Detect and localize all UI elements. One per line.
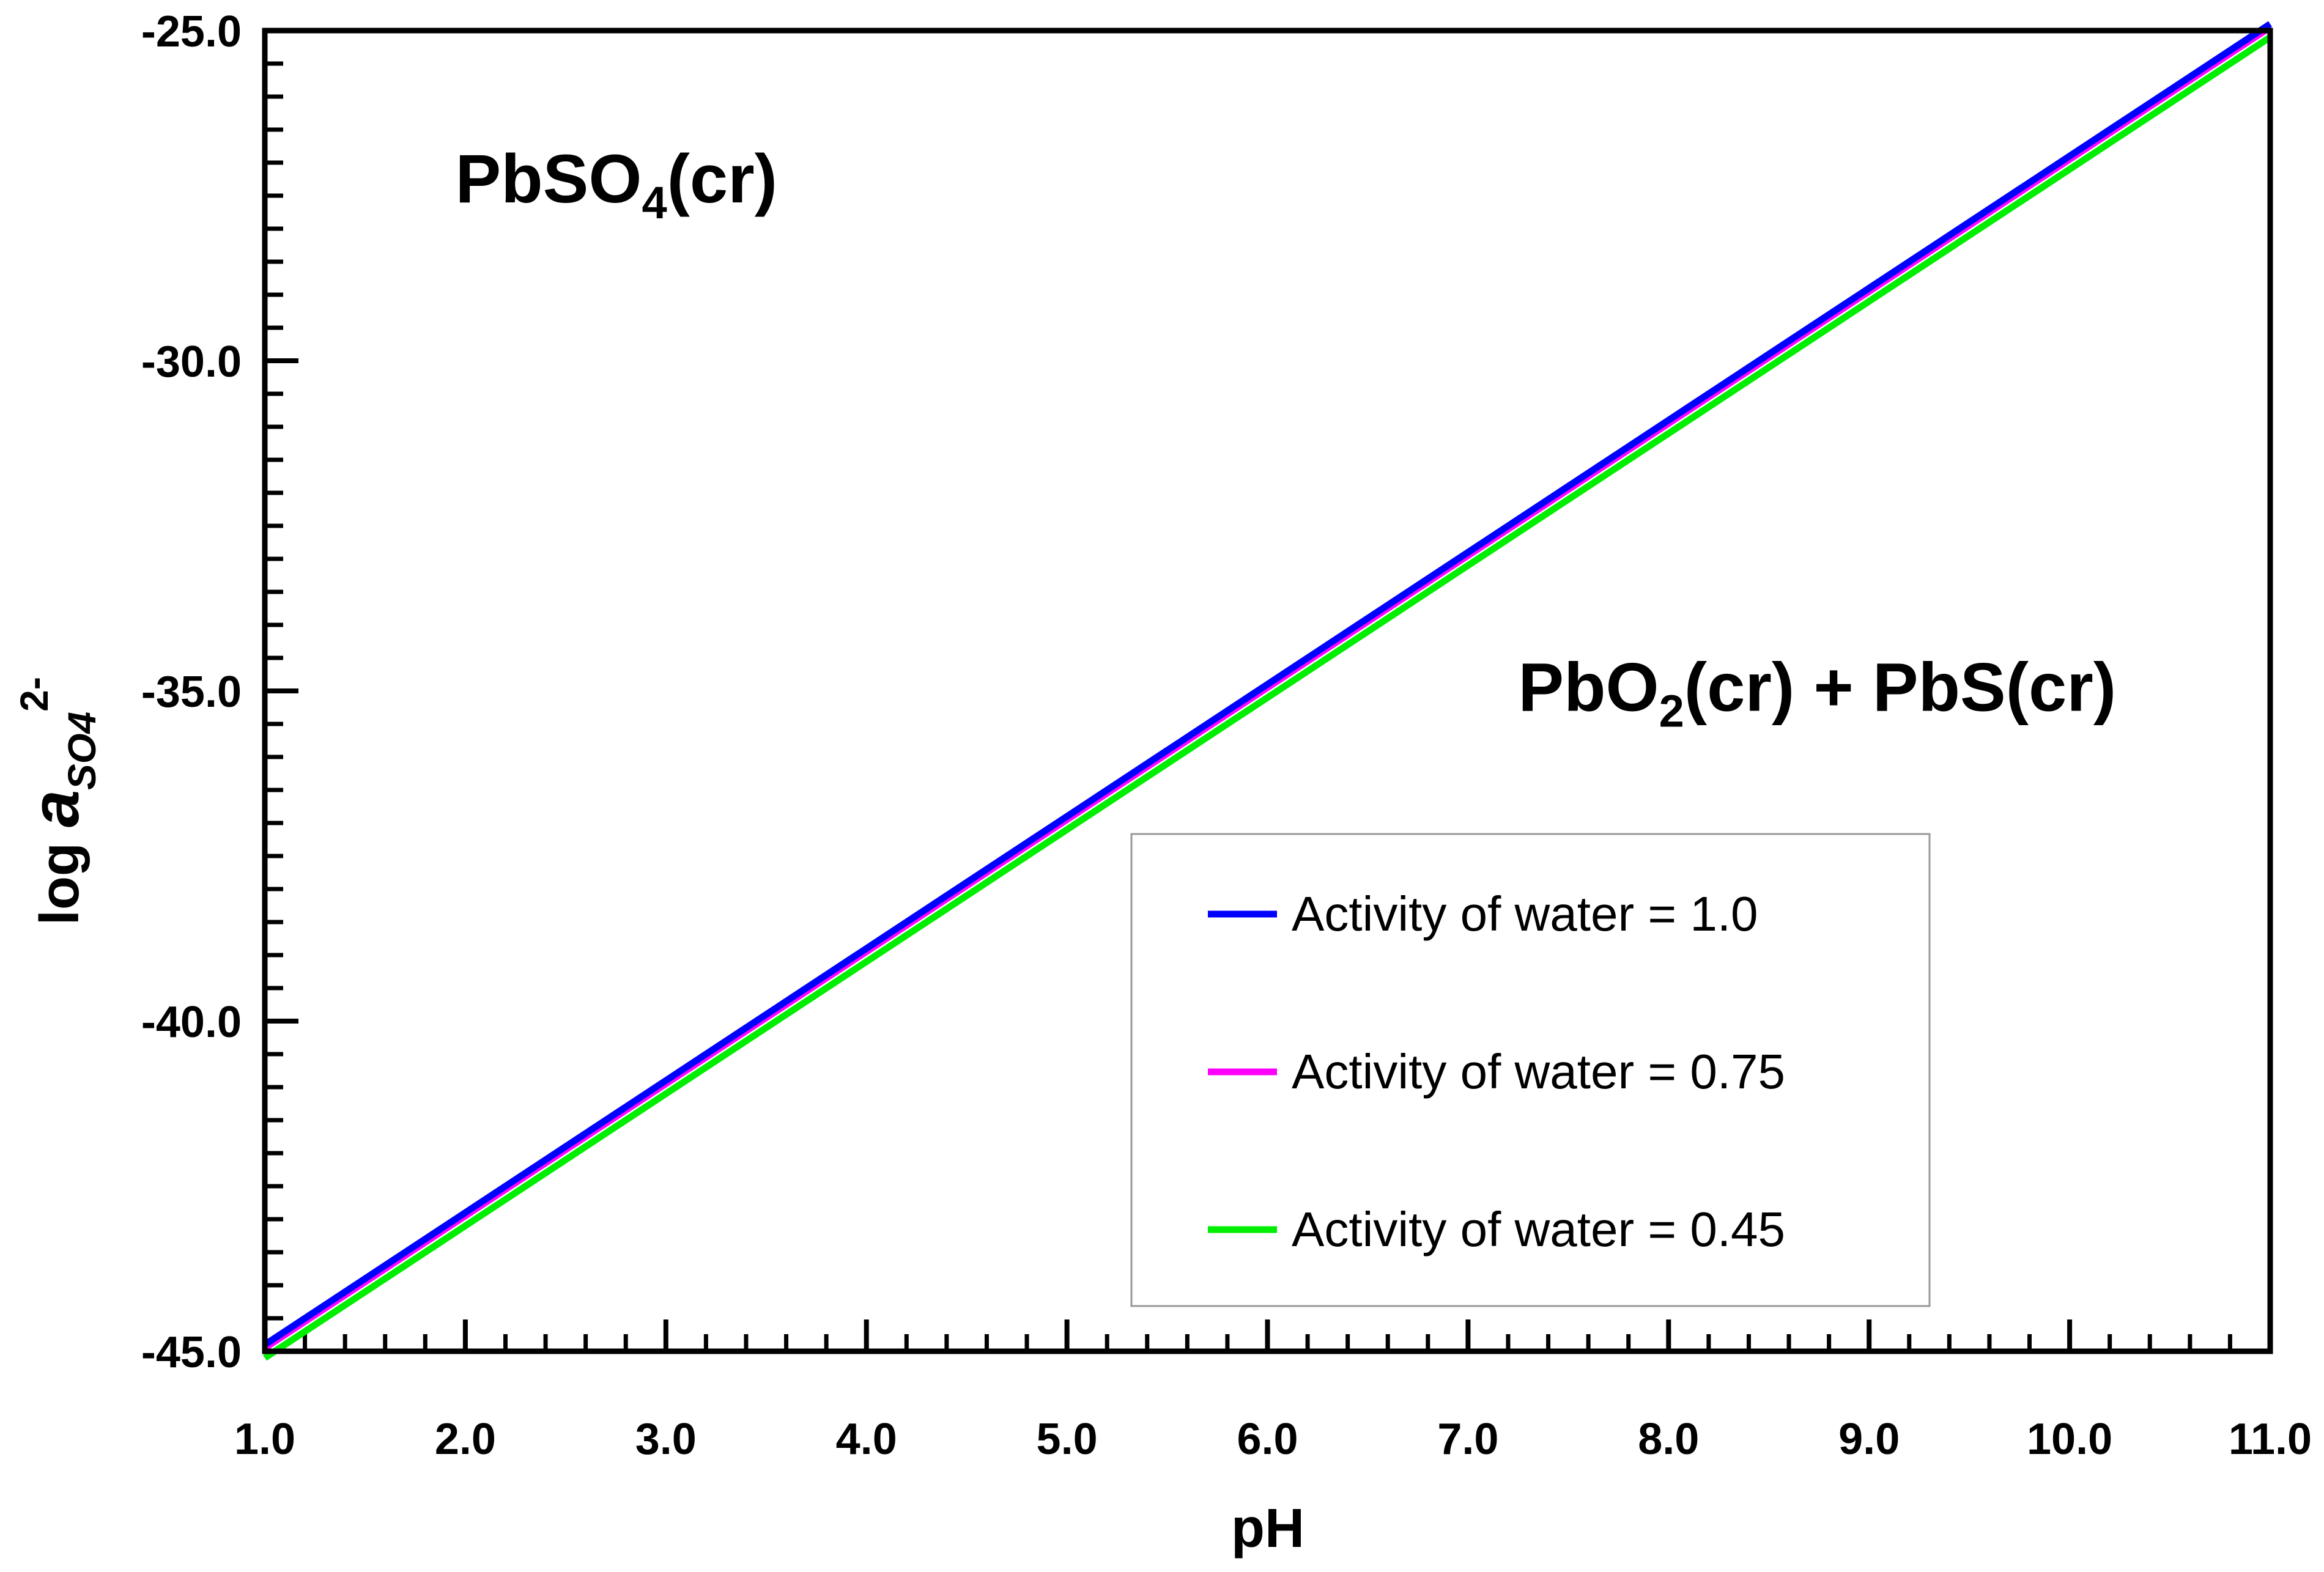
x-tick-label: 9.0 xyxy=(1838,1415,1900,1464)
x-tick-label: 3.0 xyxy=(635,1415,697,1464)
series-line xyxy=(262,34,2273,1361)
x-tick-label: 10.0 xyxy=(2027,1415,2112,1464)
region-label-text: PbO xyxy=(1518,649,1659,725)
y-tick-label: -35.0 xyxy=(141,668,242,717)
y-tick-labels: -45.0 -40.0 -35.0 -30.0 -25.0 xyxy=(141,7,242,1377)
y-tick-label: -30.0 xyxy=(141,338,242,386)
y-axis-title-sup: 2- xyxy=(12,677,56,712)
region-label-text: (cr) xyxy=(667,141,777,217)
region-label-subscript: 2 xyxy=(1659,685,1684,736)
pbso4-region-label: PbSO4(cr) xyxy=(456,141,778,228)
y-tick-label: -45.0 xyxy=(141,1328,242,1377)
series-line xyxy=(262,21,2273,1348)
region-label-subscript: 4 xyxy=(642,177,667,228)
x-tick-label: 7.0 xyxy=(1437,1415,1498,1464)
x-tick-labels: 1.0 2.0 3.0 4.0 5.0 6.0 7.0 8.0 9.0 10.0 11.0 xyxy=(234,1415,2312,1464)
x-tick-label: 6.0 xyxy=(1237,1415,1298,1464)
x-tick-label: 2.0 xyxy=(435,1415,496,1464)
x-tick-label: 4.0 xyxy=(836,1415,897,1464)
x-tick-label: 1.0 xyxy=(234,1415,295,1464)
y-axis-title-sub: SO4 xyxy=(60,712,104,790)
minor-ticks xyxy=(265,61,2232,1351)
x-axis-title: pH xyxy=(1231,1498,1304,1559)
x-tick-label: 8.0 xyxy=(1638,1415,1699,1464)
pbo2-pbs-region-label: PbO2(cr) + PbS(cr) xyxy=(1518,649,2116,736)
legend-label: Activity of water = 0.75 xyxy=(1292,1044,1785,1099)
legend: Activity of water = 1.0 Activity of water… xyxy=(1130,833,1931,1307)
x-tick-label: 11.0 xyxy=(2229,1415,2312,1464)
legend-label: Activity of water = 1.0 xyxy=(1292,887,1758,941)
annotations: PbSO4(cr) PbO2(cr) + PbS(cr) xyxy=(456,141,2117,737)
region-label-text: PbSO xyxy=(456,141,642,217)
series-layer xyxy=(262,21,2273,1361)
legend-label: Activity of water = 0.45 xyxy=(1292,1202,1785,1256)
y-axis-title: log aSO42- xyxy=(12,677,104,925)
plot-frame xyxy=(262,28,2273,1354)
y-axis-title-var: a xyxy=(18,790,93,827)
y-tick-label: -40.0 xyxy=(141,998,242,1047)
y-axis-title-main: log xyxy=(29,827,91,925)
y-tick-label: -25.0 xyxy=(141,7,242,56)
region-label-text: (cr) + PbS(cr) xyxy=(1684,649,2116,725)
x-tick-label: 5.0 xyxy=(1037,1415,1098,1464)
